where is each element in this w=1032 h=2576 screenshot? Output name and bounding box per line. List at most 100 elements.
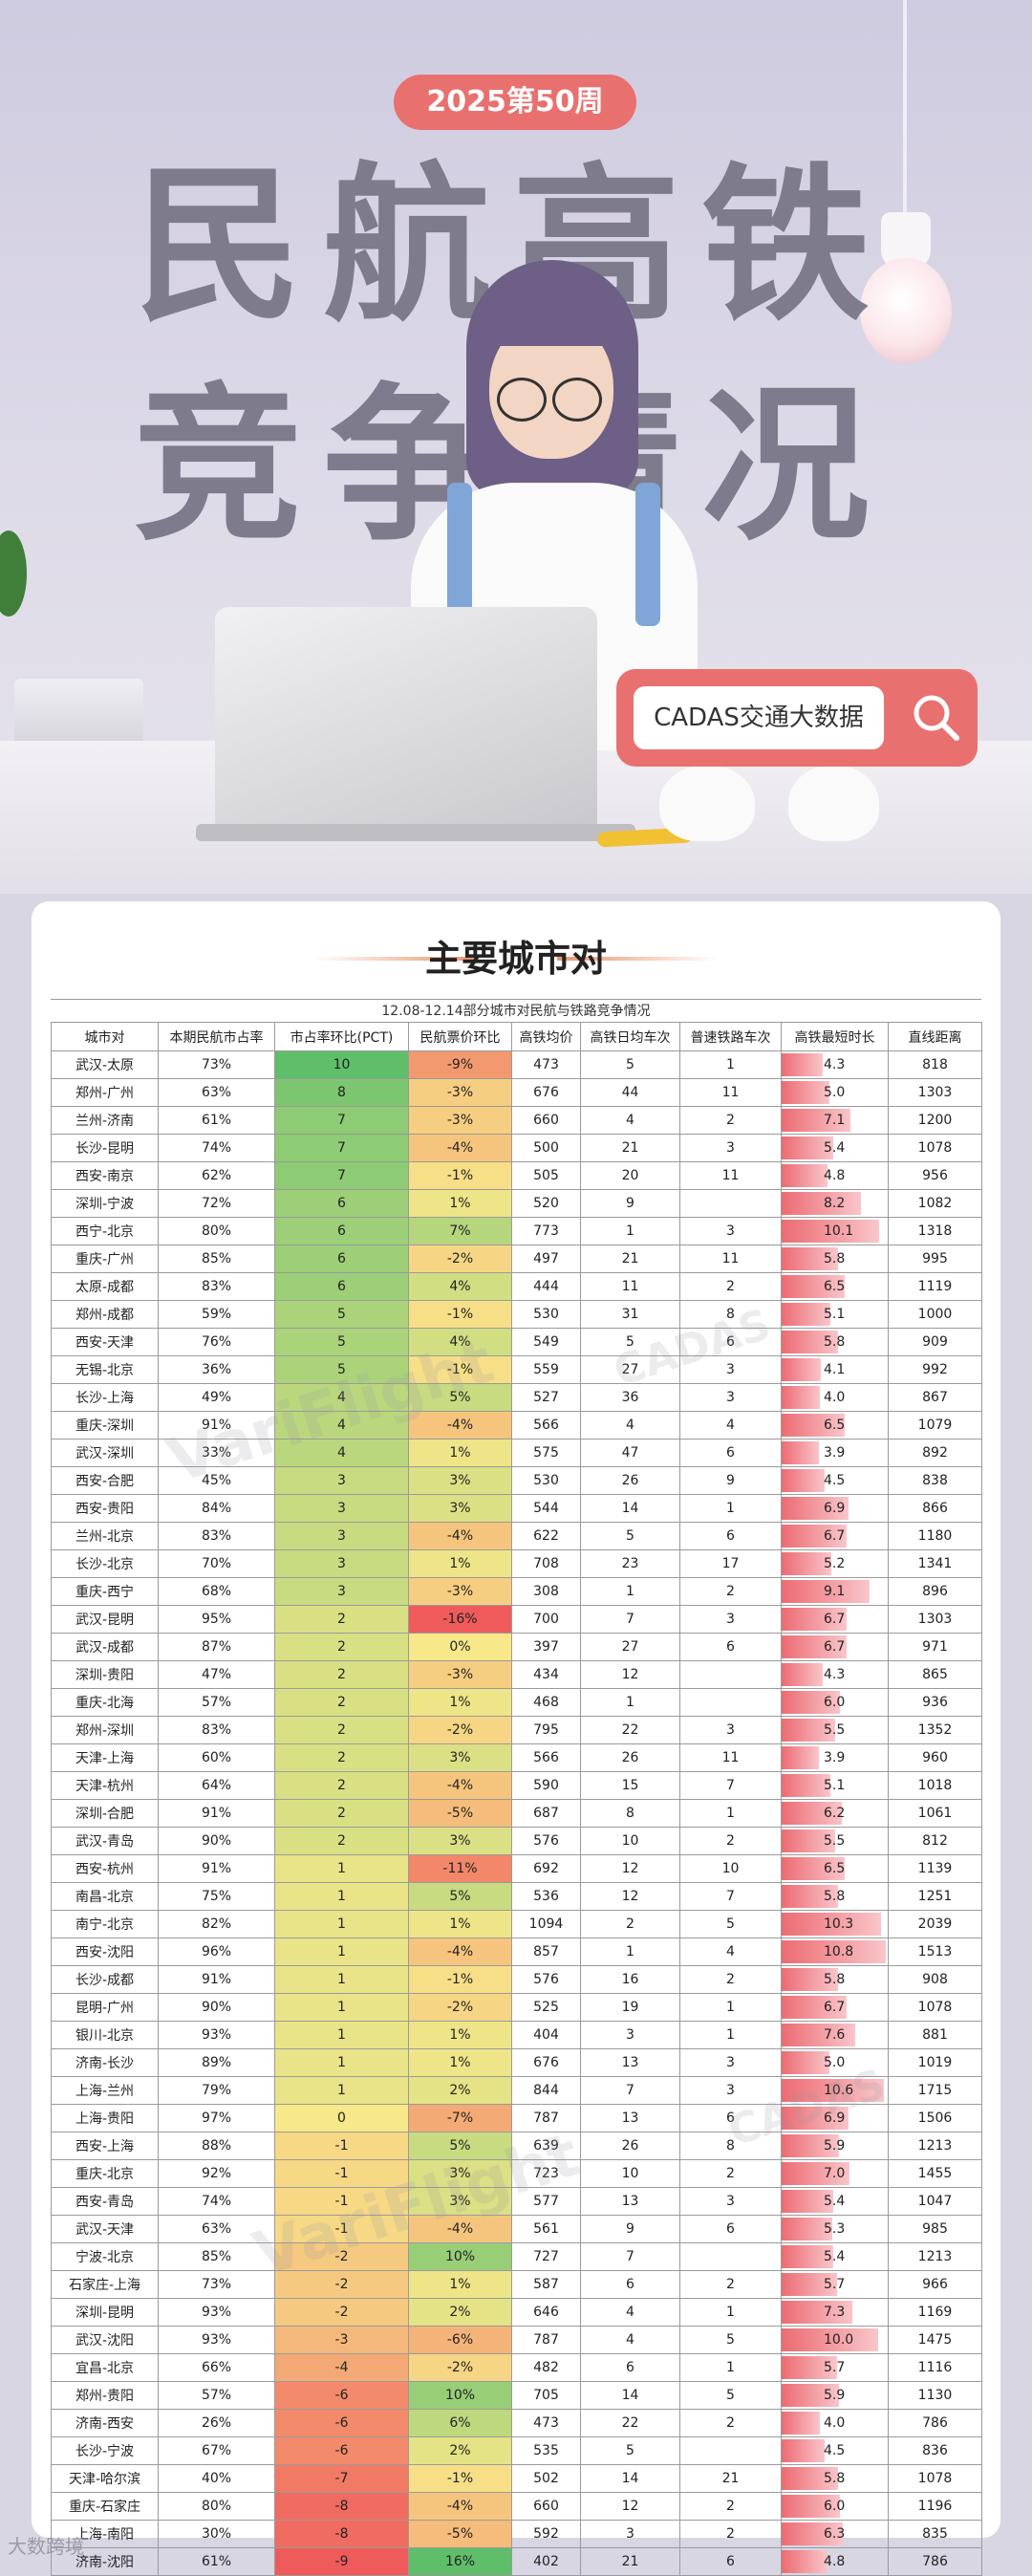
cell-hsr-min-duration: 7.1 [781,1106,889,1135]
cell-air-share: 36% [158,1355,275,1384]
table-row: 长沙-成都 91% 1 -1% 576 16 2 5.8 908 [51,1965,982,1994]
cell-distance: 909 [888,1328,982,1356]
cell-rail-trips [679,1660,782,1689]
search-bar[interactable]: CADAS交通大数据 [616,669,978,767]
cell-hsr-price: 500 [511,1134,581,1162]
duration-bar [782,1552,832,1575]
duration-value: 10.3 [824,1916,854,1932]
search-icon[interactable] [905,686,968,749]
cell-air-share: 73% [158,1050,275,1079]
cell-fare-change: 5% [408,1882,512,1911]
cell-hsr-min-duration: 5.7 [781,2270,889,2299]
week-badge: 2025第50周 [394,75,636,130]
cell-distance: 1200 [888,1106,982,1135]
cell-share-change: -2 [274,2242,409,2271]
cell-city-pair: 重庆-石家庄 [51,2492,159,2521]
header-hsr-price: 高铁均价 [511,1022,581,1051]
cell-fare-change: -3% [408,1577,512,1606]
cell-fare-change: 4% [408,1328,512,1356]
search-input[interactable]: CADAS交通大数据 [634,686,884,749]
cell-fare-change: -7% [408,2104,512,2132]
cell-fare-change: 7% [408,1217,512,1245]
duration-value: 7.0 [824,2166,846,2181]
cell-distance: 2039 [888,1910,982,1938]
cell-city-pair: 天津-杭州 [51,1771,159,1800]
cell-air-share: 67% [158,2436,275,2465]
duration-value: 6.3 [824,2526,846,2542]
cell-rail-trips: 8 [679,1300,782,1329]
cell-city-pair: 深圳-贵阳 [51,1660,159,1689]
table-row: 石家庄-上海 73% -2 1% 587 6 2 5.7 966 [51,2270,982,2299]
duration-bar [782,1441,820,1464]
cell-air-share: 80% [158,2492,275,2521]
cell-air-share: 60% [158,1743,275,1772]
table-subtitle: 12.08-12.14部分城市对民航与铁路竞争情况 [51,999,981,1023]
cell-distance: 1079 [888,1411,982,1440]
header-city-pair: 城市对 [51,1022,159,1051]
cell-hsr-trips: 22 [580,2409,680,2437]
cell-distance: 1019 [888,2048,982,2077]
cell-air-share: 84% [158,1494,275,1523]
cell-distance: 896 [888,1577,982,1606]
cell-hsr-trips: 22 [580,1716,680,1744]
cell-rail-trips: 6 [679,1522,782,1550]
cell-fare-change: -4% [408,1937,512,1966]
duration-value: 5.0 [824,1085,846,1100]
cell-hsr-trips: 21 [580,1134,680,1162]
table-row: 武汉-青岛 90% 2 3% 576 10 2 5.5 812 [51,1827,982,1855]
cell-fare-change: 1% [408,1910,512,1938]
cell-rail-trips: 1 [679,1799,782,1828]
cell-city-pair: 长沙-北京 [51,1549,159,1578]
cell-share-change: 3 [274,1522,409,1550]
cell-hsr-price: 622 [511,1522,581,1550]
cell-share-change: 7 [274,1134,409,1162]
cell-hsr-price: 857 [511,1937,581,1966]
cell-hsr-trips: 13 [580,2104,680,2132]
cell-distance: 971 [888,1633,982,1661]
table-row: 天津-杭州 64% 2 -4% 590 15 7 5.1 1018 [51,1771,982,1800]
cell-city-pair: 西安-贵阳 [51,1494,159,1523]
cell-fare-change: -6% [408,2326,512,2354]
cell-rail-trips: 2 [679,2520,782,2548]
cell-city-pair: 西安-天津 [51,1328,159,1356]
cell-share-change: 1 [274,2076,409,2105]
cell-distance: 1061 [888,1799,982,1828]
cell-hsr-price: 397 [511,1633,581,1661]
cell-distance: 1715 [888,2076,982,2105]
header-air-share: 本期民航市占率 [158,1022,275,1051]
table-row: 郑州-贵阳 57% -6 10% 705 14 5 5.9 1130 [51,2381,982,2410]
cell-air-share: 45% [158,1466,275,1495]
cell-fare-change: 3% [408,1494,512,1523]
cell-air-share: 75% [158,1882,275,1911]
duration-value: 6.5 [824,1861,846,1876]
cell-rail-trips: 5 [679,2381,782,2410]
cell-city-pair: 长沙-上海 [51,1383,159,1412]
duration-bar [782,1497,849,1520]
duration-value: 7.6 [824,2027,846,2043]
cell-hsr-trips: 12 [580,1854,680,1883]
cell-share-change: 2 [274,1633,409,1661]
cell-hsr-trips: 4 [580,1411,680,1440]
cell-hsr-trips: 12 [580,1660,680,1689]
hero-banner: 民航高铁 竞争情况 2025第50周 CADAS交通大数据 [0,0,1032,894]
cell-hsr-min-duration: 4.8 [781,1161,889,1190]
cell-fare-change: 3% [408,2187,512,2216]
cell-hsr-price: 676 [511,1078,581,1107]
cell-city-pair: 重庆-广州 [51,1245,159,1273]
table-row: 重庆-北京 92% -1 3% 723 10 2 7.0 1455 [51,2159,982,2188]
table-row: 济南-沈阳 61% -9 16% 402 21 6 4.8 786 [51,2547,982,2576]
duration-value: 5.0 [824,2055,846,2070]
duration-bar [782,1109,850,1132]
duration-bar [782,2245,834,2268]
duration-value: 4.8 [824,1168,846,1183]
cell-city-pair: 武汉-天津 [51,2215,159,2243]
cell-distance: 1047 [888,2187,982,2216]
cell-air-share: 92% [158,2159,275,2188]
cell-city-pair: 西宁-北京 [51,1217,159,1245]
cell-fare-change: 1% [408,1439,512,1467]
duration-bar [782,1525,847,1548]
cell-distance: 1082 [888,1189,982,1218]
cell-hsr-trips: 1 [580,1217,680,1245]
duration-value: 3.9 [824,1750,846,1765]
cell-hsr-min-duration: 4.5 [781,2436,889,2465]
